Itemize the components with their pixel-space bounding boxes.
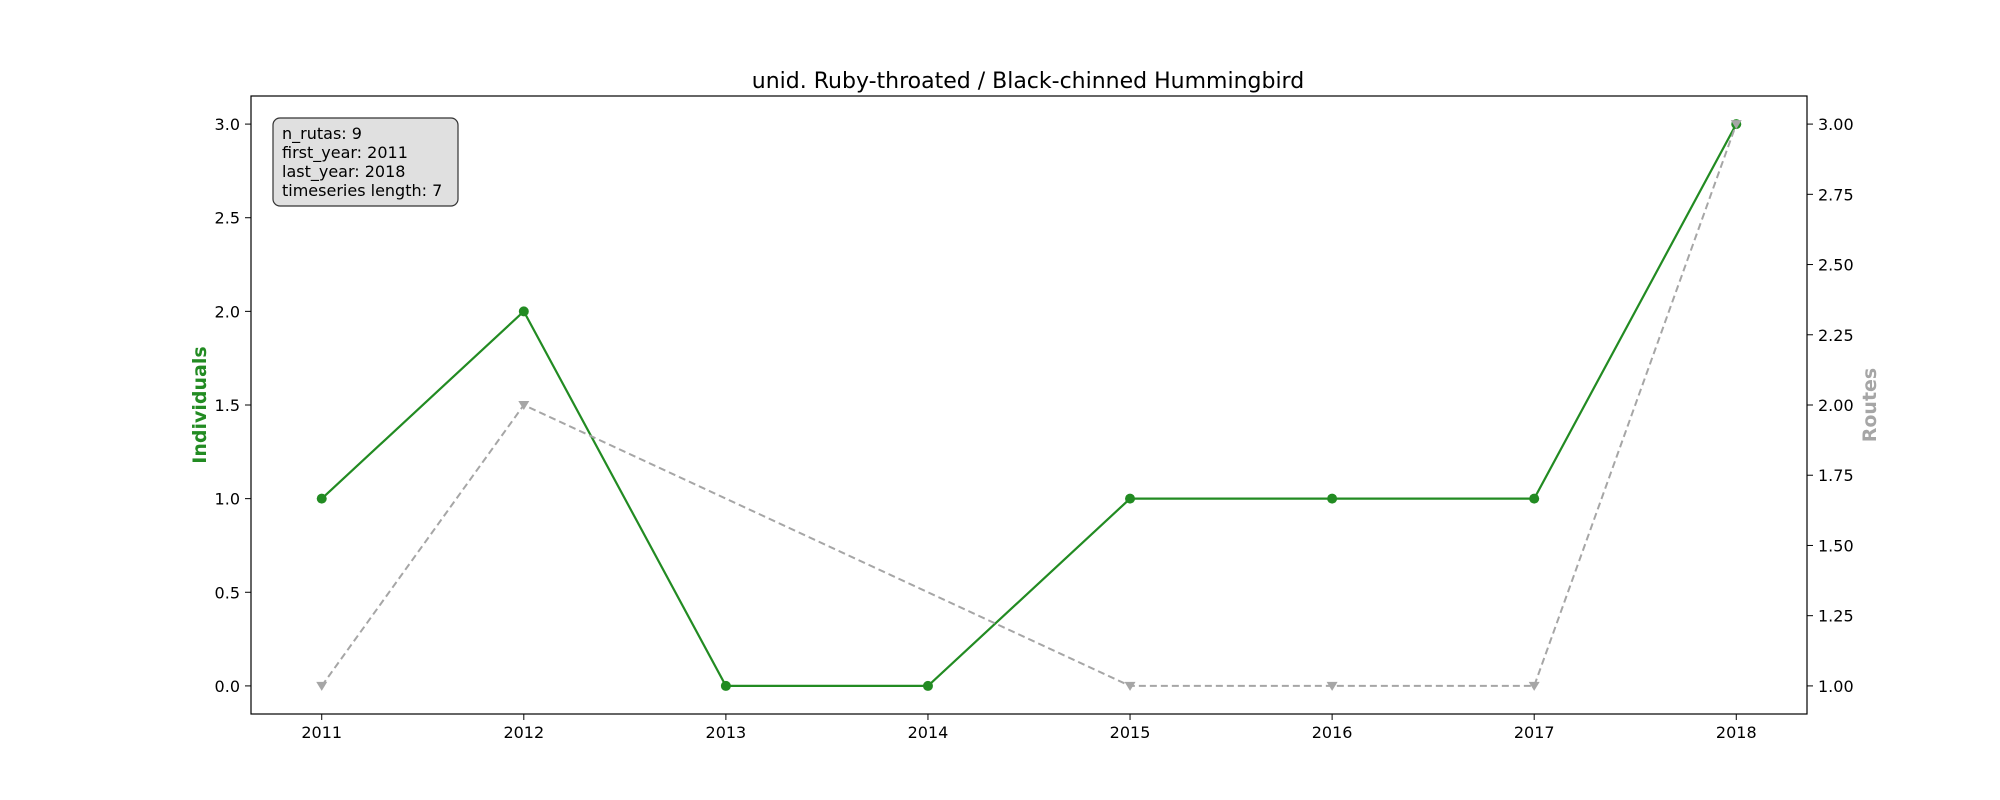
info-line-first-year: first_year: 2011 — [282, 143, 408, 163]
series-1-point-2012 — [518, 401, 530, 410]
x-tick-label-2018: 2018 — [1716, 723, 1757, 742]
y-right-tick-label-2.00: 2.00 — [1818, 396, 1854, 415]
series-1-point-2011 — [316, 681, 328, 691]
y-right-tick-label-1.50: 1.50 — [1818, 536, 1854, 555]
series-0-point-2017 — [1529, 493, 1540, 504]
y-right-tick-label-2.25: 2.25 — [1818, 326, 1854, 345]
series-1-line — [320, 123, 1738, 687]
info-box: n_rutas: 9 first_year: 2011 last_year: 2… — [272, 117, 459, 207]
y-right-tick-label-2.75: 2.75 — [1818, 185, 1854, 204]
y-axis-right: 1.00 1.25 1.50 1.75 2.00 2.25 2.50 2.75 3.00 — [1807, 115, 1854, 696]
y-axis-left-label: Individuals — [189, 346, 211, 463]
y-right-tick-label-1.25: 1.25 — [1818, 607, 1854, 626]
series-0-line — [320, 123, 1738, 688]
y-right-tick-label-2.50: 2.50 — [1818, 256, 1854, 275]
info-line-timeseries-length: timeseries length: 7 — [282, 181, 442, 200]
x-tick-label-2014: 2014 — [908, 723, 949, 742]
series-0-point-2015 — [1125, 493, 1136, 504]
series-1-point-2017 — [1528, 681, 1540, 691]
y-left-tick-label-0.0: 0.0 — [215, 677, 240, 696]
x-axis: 2011 2012 2013 2014 2015 2016 2017 2018 — [301, 714, 1757, 742]
series-0-point-2012 — [518, 306, 529, 317]
info-box-background — [272, 117, 459, 207]
x-tick-label-2012: 2012 — [503, 723, 544, 742]
y-right-tick-label-3.00: 3.00 — [1818, 115, 1854, 134]
y-right-tick-label-1.75: 1.75 — [1818, 466, 1854, 485]
y-axis-right-label: Routes — [1859, 368, 1881, 443]
series-1-point-2016 — [1326, 681, 1338, 691]
y-right-tick-label-1.00: 1.00 — [1818, 677, 1854, 696]
series-1-point-2015 — [1124, 681, 1136, 691]
y-left-tick-label-0.5: 0.5 — [215, 583, 240, 602]
info-line-last-year: last_year: 2018 — [282, 162, 405, 182]
chart-title: unid. Ruby-throated / Black-chinned Humm… — [752, 69, 1304, 94]
series-1-point-2018 — [1730, 120, 1742, 130]
x-tick-label-2016: 2016 — [1312, 723, 1353, 742]
info-line-n-rutas: n_rutas: 9 — [282, 124, 362, 144]
y-left-tick-label-3.0: 3.0 — [215, 115, 240, 134]
y-left-tick-label-2.0: 2.0 — [215, 302, 240, 321]
x-tick-label-2011: 2011 — [301, 723, 342, 742]
series-0-point-2016 — [1327, 493, 1338, 504]
series-0-point-2014 — [922, 680, 933, 691]
x-tick-label-2017: 2017 — [1514, 723, 1555, 742]
series-layer — [316, 119, 1742, 691]
x-tick-label-2015: 2015 — [1110, 723, 1151, 742]
series-0-point-2013 — [720, 680, 731, 691]
y-left-tick-label-1.5: 1.5 — [215, 396, 240, 415]
x-tick-label-2013: 2013 — [706, 723, 747, 742]
y-axis-left: 0.0 0.5 1.0 1.5 2.0 2.5 3.0 — [215, 115, 251, 696]
series-0-point-2011 — [316, 493, 327, 504]
y-left-tick-label-1.0: 1.0 — [215, 490, 240, 509]
y-left-tick-label-2.5: 2.5 — [215, 209, 240, 228]
